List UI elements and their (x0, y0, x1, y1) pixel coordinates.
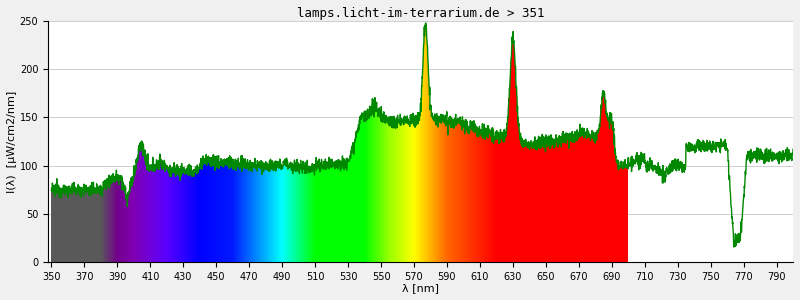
Y-axis label: I(λ)  [μW/cm2/nm]: I(λ) [μW/cm2/nm] (7, 90, 17, 193)
Title: lamps.licht-im-terrarium.de > 351: lamps.licht-im-terrarium.de > 351 (297, 7, 544, 20)
X-axis label: λ [nm]: λ [nm] (402, 283, 439, 293)
